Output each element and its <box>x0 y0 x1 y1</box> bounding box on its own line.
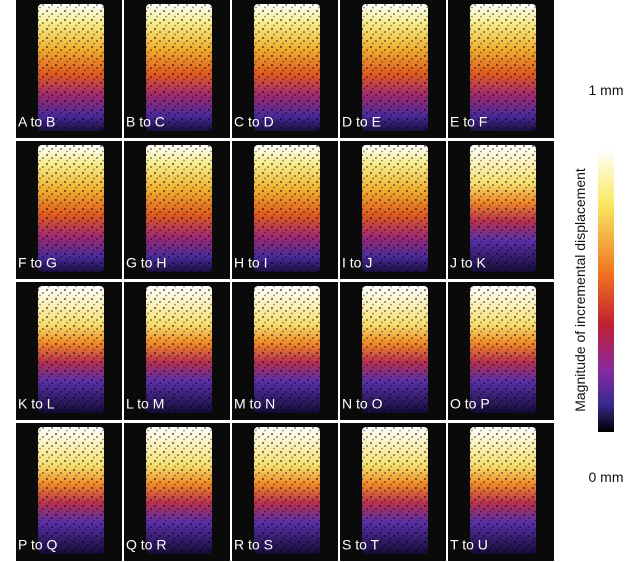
colorbar-title: Magnitude of incremental displacement <box>572 168 588 412</box>
colorbar-max: 1 mm <box>589 82 624 98</box>
panel: H to I <box>232 141 338 279</box>
particle-texture <box>470 286 536 413</box>
particle-texture <box>362 145 428 272</box>
panel: M to N <box>232 282 338 420</box>
panel: B to C <box>124 0 230 138</box>
panel: G to H <box>124 141 230 279</box>
panel: S to T <box>340 423 446 561</box>
colorbar: 1 mm 0 mm Magnitude of incremental displ… <box>572 82 624 485</box>
panel-label: Q to R <box>126 537 166 553</box>
particle-texture <box>38 286 104 413</box>
panel-grid: A to B B to C C to D D to E E to F F to G G to… <box>16 0 554 561</box>
panel: O to P <box>448 282 554 420</box>
panel-label: L to M <box>126 396 164 412</box>
panel-label: K to L <box>18 396 55 412</box>
panel-label: P to Q <box>18 537 58 553</box>
particle-texture <box>146 4 212 131</box>
panel-label: B to C <box>126 114 165 130</box>
panel-label: C to D <box>234 114 274 130</box>
panel-label: H to I <box>234 255 267 271</box>
panel: N to O <box>340 282 446 420</box>
particle-texture <box>470 145 536 272</box>
panel-label: D to E <box>342 114 381 130</box>
particle-texture <box>254 427 320 554</box>
particle-texture <box>254 286 320 413</box>
panel-label: F to G <box>18 255 57 271</box>
panel-label: G to H <box>126 255 166 271</box>
particle-texture <box>146 427 212 554</box>
particle-texture <box>362 4 428 131</box>
particle-texture <box>146 145 212 272</box>
panel: E to F <box>448 0 554 138</box>
panel: Q to R <box>124 423 230 561</box>
panel: T to U <box>448 423 554 561</box>
panel-label: J to K <box>450 255 486 271</box>
panel: D to E <box>340 0 446 138</box>
panel-label: R to S <box>234 537 273 553</box>
particle-texture <box>38 145 104 272</box>
panel: A to B <box>16 0 122 138</box>
panel: F to G <box>16 141 122 279</box>
panel-label: A to B <box>18 114 55 130</box>
panel-label: T to U <box>450 537 488 553</box>
particle-texture <box>470 4 536 131</box>
panel: R to S <box>232 423 338 561</box>
particle-texture <box>470 427 536 554</box>
colorbar-min: 0 mm <box>589 469 624 485</box>
particle-texture <box>362 286 428 413</box>
particle-texture <box>254 145 320 272</box>
panel: C to D <box>232 0 338 138</box>
panel-label: S to T <box>342 537 380 553</box>
panel-label: N to O <box>342 396 383 412</box>
particle-texture <box>146 286 212 413</box>
panel-label: I to J <box>342 255 372 271</box>
particle-texture <box>254 4 320 131</box>
panel: K to L <box>16 282 122 420</box>
panel: P to Q <box>16 423 122 561</box>
colorbar-scale <box>598 148 614 432</box>
panel: I to J <box>340 141 446 279</box>
particle-texture <box>38 427 104 554</box>
particle-texture <box>362 427 428 554</box>
panel-label: O to P <box>450 396 490 412</box>
panel-label: M to N <box>234 396 275 412</box>
panel-label: E to F <box>450 114 487 130</box>
panel: J to K <box>448 141 554 279</box>
panel: L to M <box>124 282 230 420</box>
particle-texture <box>38 4 104 131</box>
